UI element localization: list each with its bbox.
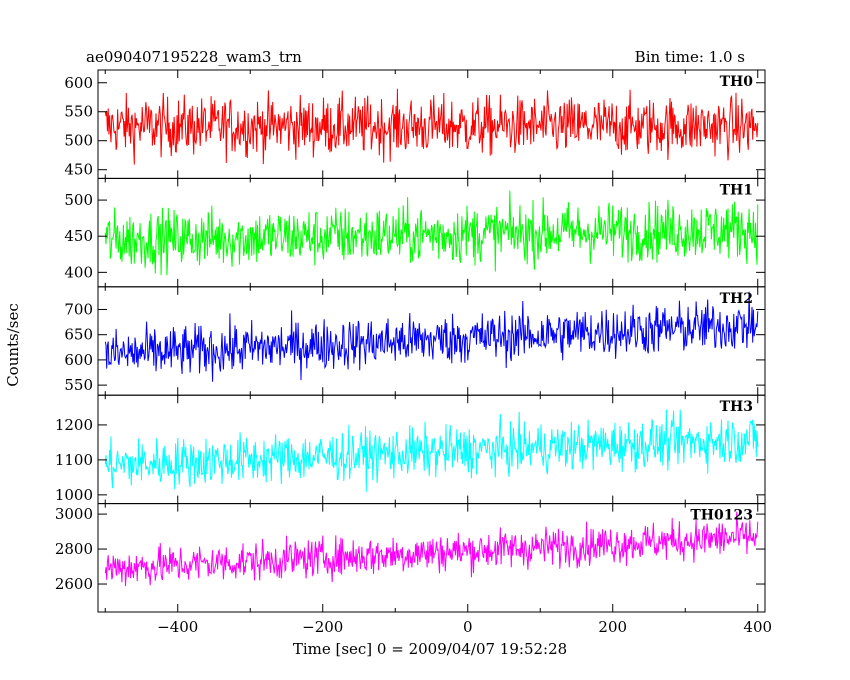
y-tick-label: 700 bbox=[64, 300, 93, 318]
y-tick-label: 550 bbox=[64, 103, 93, 121]
chart-subtitle: Bin time: 1.0 s bbox=[635, 48, 745, 66]
series-line-th2 bbox=[104, 291, 759, 382]
series-line-th3 bbox=[104, 409, 759, 492]
y-tick-label: 3000 bbox=[55, 505, 93, 523]
axes-text-group: ae090407195228_wam3_trn Bin time: 1.0 s … bbox=[4, 48, 745, 658]
x-tick-label: 400 bbox=[743, 618, 772, 636]
series-line-th0123 bbox=[104, 511, 759, 587]
x-tick-label: 0 bbox=[463, 618, 473, 636]
panels-group: 450 500 550 600 TH0 400 450 500 TH1 550 600 650 700 T… bbox=[55, 69, 772, 636]
series-line-th1 bbox=[104, 190, 759, 276]
panel-label-th0: TH0 bbox=[720, 74, 754, 90]
series-line-th0 bbox=[104, 88, 759, 165]
y-tick-label: 600 bbox=[64, 351, 93, 369]
y-tick-label: 500 bbox=[64, 191, 93, 209]
y-tick-label: 650 bbox=[64, 326, 93, 344]
x-tick-label: −400 bbox=[157, 618, 198, 636]
panel-frame bbox=[97, 503, 766, 613]
y-tick-label: 600 bbox=[64, 74, 93, 92]
panel-label-th2: TH2 bbox=[720, 291, 753, 307]
x-tick-label: 200 bbox=[598, 618, 627, 636]
panel-label-th3: TH3 bbox=[720, 399, 753, 415]
chart-title: ae090407195228_wam3_trn bbox=[86, 48, 302, 66]
y-axis-label: Counts/sec bbox=[4, 303, 22, 387]
y-tick-label: 500 bbox=[64, 132, 93, 150]
y-tick-label: 1000 bbox=[55, 486, 93, 504]
y-tick-label: 450 bbox=[64, 227, 93, 245]
y-tick-label: 550 bbox=[64, 376, 93, 394]
y-tick-label: 1100 bbox=[55, 451, 93, 469]
y-tick-label: 1200 bbox=[55, 416, 93, 434]
y-tick-label: 400 bbox=[64, 263, 93, 281]
panel-label-th1: TH1 bbox=[720, 182, 753, 198]
y-tick-label: 450 bbox=[64, 161, 93, 179]
y-tick-label: 2600 bbox=[55, 575, 93, 593]
x-tick-label: −200 bbox=[302, 618, 343, 636]
y-tick-label: 2800 bbox=[55, 540, 93, 558]
x-axis-label: Time [sec] 0 = 2009/04/07 19:52:28 bbox=[293, 640, 567, 658]
panel-label-th0123: TH0123 bbox=[690, 508, 753, 524]
